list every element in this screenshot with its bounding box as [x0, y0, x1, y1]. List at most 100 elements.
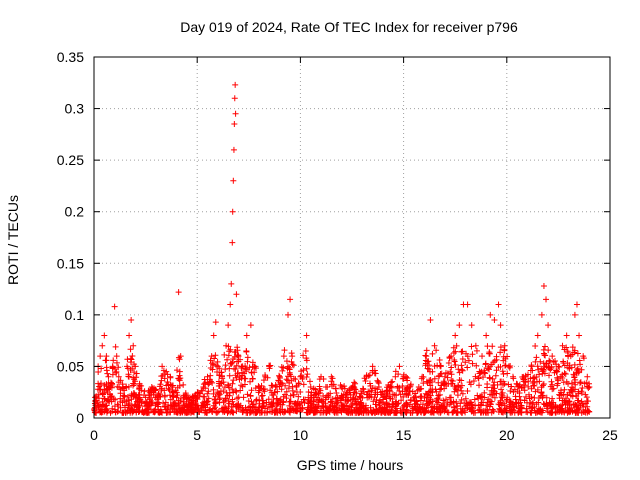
data-point — [491, 317, 498, 324]
data-point — [251, 363, 258, 370]
data-point — [308, 389, 315, 396]
data-point — [210, 332, 217, 339]
data-point — [461, 399, 468, 406]
data-point — [379, 394, 386, 401]
data-point — [302, 396, 309, 403]
data-point — [560, 359, 567, 366]
data-point — [460, 407, 467, 414]
data-point — [287, 296, 294, 303]
data-point — [213, 409, 220, 416]
data-point — [540, 282, 547, 289]
data-point — [508, 383, 515, 390]
data-point — [167, 396, 174, 403]
data-point — [166, 386, 173, 393]
data-point — [94, 386, 101, 393]
data-point — [229, 386, 236, 393]
data-point — [498, 386, 505, 393]
data-point — [338, 392, 345, 399]
data-point — [456, 369, 463, 376]
data-point — [282, 382, 289, 389]
data-point — [205, 395, 212, 402]
data-point — [495, 301, 502, 308]
data-point — [333, 389, 340, 396]
data-point — [459, 367, 466, 374]
data-point — [564, 391, 571, 398]
data-point — [301, 399, 308, 406]
data-point — [430, 409, 437, 416]
data-point — [350, 391, 357, 398]
data-point — [92, 394, 99, 401]
data-point — [294, 401, 301, 408]
data-point — [346, 403, 353, 410]
data-point — [170, 392, 177, 399]
data-point — [541, 351, 548, 358]
data-point — [163, 382, 170, 389]
data-point — [276, 373, 283, 380]
data-point — [454, 387, 461, 394]
data-point — [207, 378, 214, 385]
data-point — [236, 373, 243, 380]
data-point — [478, 393, 485, 400]
data-point — [247, 378, 254, 385]
data-point — [95, 369, 102, 376]
data-point — [381, 390, 388, 397]
data-point — [436, 356, 443, 363]
data-point — [223, 389, 230, 396]
data-point — [261, 385, 268, 392]
data-point — [292, 407, 299, 414]
data-point — [123, 398, 130, 405]
data-point — [108, 393, 115, 400]
data-point — [516, 389, 523, 396]
data-point — [229, 359, 236, 366]
data-point — [146, 395, 153, 402]
data-point — [175, 375, 182, 382]
data-point — [562, 406, 569, 413]
data-point — [369, 363, 376, 370]
data-point — [105, 379, 112, 386]
data-point — [186, 402, 193, 409]
data-point — [500, 400, 507, 407]
data-point — [163, 368, 170, 375]
grid — [94, 57, 610, 418]
data-point — [499, 368, 506, 375]
data-point — [406, 384, 413, 391]
data-point — [334, 394, 341, 401]
data-point — [253, 409, 260, 416]
data-point — [427, 382, 434, 389]
data-point — [234, 401, 241, 408]
data-point — [289, 405, 296, 412]
data-point — [197, 390, 204, 397]
data-point — [471, 396, 478, 403]
data-point — [504, 394, 511, 401]
data-point — [234, 344, 241, 351]
data-point — [144, 402, 151, 409]
data-point — [468, 343, 475, 350]
data-point — [99, 398, 106, 405]
data-point — [360, 405, 367, 412]
data-point — [289, 361, 296, 368]
data-point — [481, 389, 488, 396]
data-point — [398, 397, 405, 404]
data-point — [174, 384, 181, 391]
data-point — [326, 409, 333, 416]
data-point — [431, 363, 438, 370]
data-point — [263, 399, 270, 406]
data-point — [125, 383, 132, 390]
data-point — [190, 408, 197, 415]
data-point — [260, 377, 267, 384]
data-point — [450, 398, 457, 405]
data-point — [464, 301, 471, 308]
y-axis-label: ROTI / TECUs — [5, 195, 21, 285]
data-point — [133, 398, 140, 405]
data-point — [162, 404, 169, 411]
y-tick-label: 0.05 — [57, 358, 84, 374]
data-point — [195, 402, 202, 409]
data-point — [232, 387, 239, 394]
data-point — [475, 374, 482, 381]
data-point — [429, 386, 436, 393]
data-point — [272, 384, 279, 391]
data-point — [215, 383, 222, 390]
data-point — [470, 378, 477, 385]
data-point — [353, 407, 360, 414]
data-point — [562, 395, 569, 402]
